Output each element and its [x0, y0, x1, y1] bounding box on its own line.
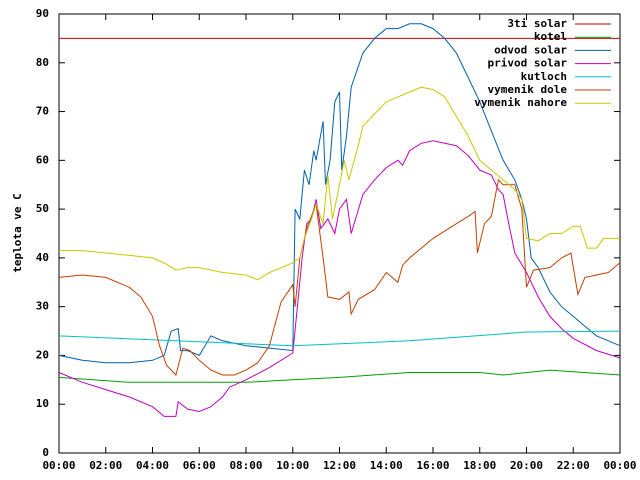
legend-label: odvod solar: [494, 43, 567, 56]
y-tick-label: 60: [36, 153, 49, 166]
legend-label: vymenik dole: [488, 83, 568, 96]
y-tick-label: 50: [36, 202, 49, 215]
y-tick-label: 70: [36, 105, 49, 118]
y-axis-label: teplota ve C: [11, 193, 24, 272]
legend-label: kutloch: [521, 70, 567, 83]
legend-label: kotel: [534, 30, 567, 43]
x-tick-label: 04:00: [136, 459, 169, 472]
x-tick-label: 16:00: [416, 459, 449, 472]
y-tick-label: 10: [36, 397, 49, 410]
x-tick-label: 14:00: [370, 459, 403, 472]
x-tick-label: 12:00: [323, 459, 356, 472]
y-tick-label: 0: [42, 446, 49, 459]
y-tick-label: 80: [36, 56, 49, 69]
series-line: [58, 369, 621, 383]
series-line: [58, 330, 621, 347]
x-tick-label: 02:00: [89, 459, 122, 472]
series-line: [58, 140, 621, 417]
x-tick-label: 22:00: [557, 459, 590, 472]
x-tick-label: 06:00: [183, 459, 216, 472]
x-tick-label: 08:00: [229, 459, 262, 472]
legend-label: 3ti solar: [507, 17, 567, 30]
y-tick-label: 40: [36, 251, 49, 264]
legend-label: vymenik nahore: [474, 96, 567, 109]
x-tick-label: 00:00: [42, 459, 75, 472]
y-tick-label: 90: [36, 7, 49, 20]
x-tick-label: 18:00: [463, 459, 496, 472]
series-line: [58, 23, 621, 364]
x-tick-label: 20:00: [510, 459, 543, 472]
y-tick-label: 20: [36, 348, 49, 361]
x-tick-label: 00:00: [603, 459, 636, 472]
legend-label: privod solar: [488, 57, 568, 70]
series-line: [59, 86, 620, 281]
y-tick-label: 30: [36, 300, 49, 313]
x-tick-label: 10:00: [276, 459, 309, 472]
series-line: [58, 178, 621, 376]
